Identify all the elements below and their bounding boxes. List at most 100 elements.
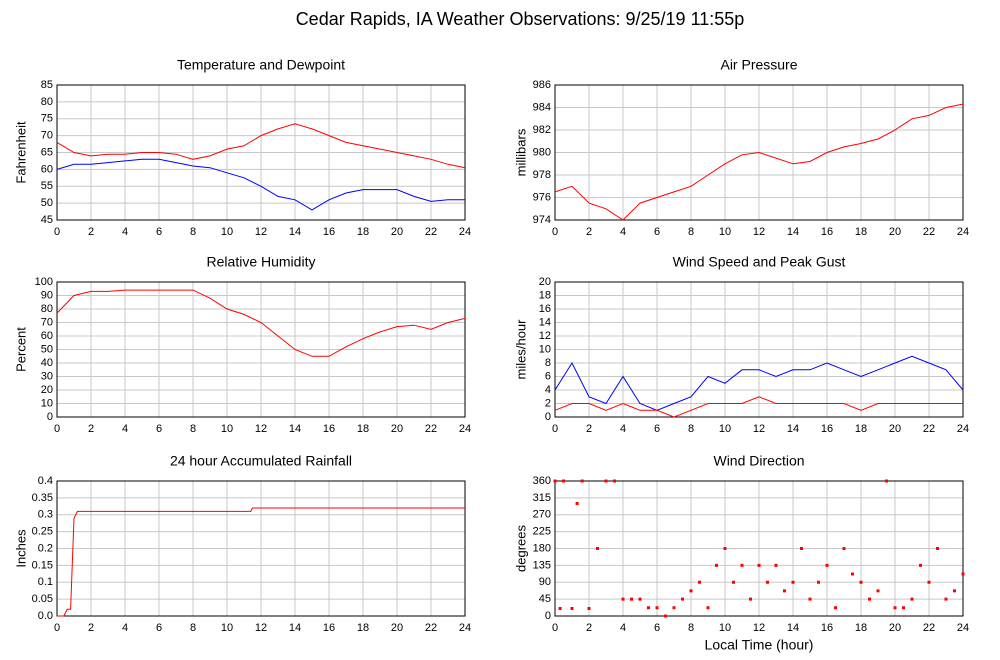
data-point xyxy=(698,580,701,584)
plot-frame xyxy=(56,84,466,221)
y-tick-label: 90 xyxy=(539,576,551,588)
y-tick-label: 315 xyxy=(533,492,551,504)
y-axis-label: miles/hour xyxy=(513,319,528,380)
x-tick-label: 18 xyxy=(855,226,867,238)
data-line xyxy=(554,103,964,221)
data-point xyxy=(808,597,812,601)
x-tick-label: 14 xyxy=(289,226,301,238)
x-tick-label: 10 xyxy=(221,226,233,238)
y-tick-label: 100 xyxy=(35,276,53,288)
data-point xyxy=(575,502,579,505)
x-tick-label: 10 xyxy=(719,622,731,634)
x-tick-label: 8 xyxy=(688,423,694,435)
x-tick-label: 24 xyxy=(957,622,969,634)
y-tick-label: 10 xyxy=(539,343,551,355)
x-tick-label: 0 xyxy=(552,423,558,435)
data-point xyxy=(681,597,684,601)
x-tick-label: 24 xyxy=(459,423,471,435)
x-tick-label: 10 xyxy=(719,226,731,238)
y-tick-label: 135 xyxy=(533,559,551,571)
x-tick-label: 22 xyxy=(425,423,437,435)
x-tick-label: 12 xyxy=(255,423,267,435)
x-tick-label: 2 xyxy=(586,423,592,435)
data-point xyxy=(570,607,574,610)
x-tick-label: 16 xyxy=(821,226,833,238)
x-tick-label: 8 xyxy=(190,226,196,238)
y-tick-label: 12 xyxy=(539,330,551,342)
x-tick-label: 6 xyxy=(654,226,660,238)
y-tick-label: 16 xyxy=(539,303,551,315)
page-title: Cedar Rapids, IA Weather Observations: 9… xyxy=(296,9,745,29)
y-tick-label: 225 xyxy=(533,526,551,538)
x-tick-label: 20 xyxy=(889,423,901,435)
y-tick-label: 90 xyxy=(41,289,53,301)
y-tick-label: 2 xyxy=(545,397,551,409)
data-point xyxy=(604,479,608,483)
data-point xyxy=(944,597,948,601)
x-tick-label: 8 xyxy=(190,622,196,634)
y-axis-label: millibars xyxy=(513,128,528,176)
y-tick-label: 8 xyxy=(545,357,551,369)
data-point xyxy=(885,479,888,483)
data-point xyxy=(630,597,633,601)
y-tick-label: 10 xyxy=(41,397,53,409)
data-point xyxy=(817,580,820,584)
chart-title: 24 hour Accumulated Rainfall xyxy=(170,453,352,469)
x-tick-label: 20 xyxy=(889,226,901,238)
data-point xyxy=(621,597,625,601)
x-tick-label: 4 xyxy=(620,226,626,238)
data-line xyxy=(56,289,466,357)
y-tick-label: 982 xyxy=(533,124,551,136)
x-tick-label: 4 xyxy=(620,622,626,634)
x-tick-label: 16 xyxy=(323,226,335,238)
data-point xyxy=(868,597,871,601)
data-point xyxy=(749,597,752,601)
y-tick-label: 14 xyxy=(539,316,551,328)
y-tick-label: 60 xyxy=(41,163,53,175)
data-point xyxy=(893,606,897,610)
data-point xyxy=(596,547,599,550)
x-tick-label: 22 xyxy=(923,622,935,634)
x-tick-label: 24 xyxy=(459,226,471,238)
data-point xyxy=(732,580,735,584)
y-axis-label: Inches xyxy=(13,529,28,568)
x-tick-label: 18 xyxy=(855,622,867,634)
x-tick-label: 20 xyxy=(889,622,901,634)
data-point xyxy=(919,563,922,567)
y-tick-label: 20 xyxy=(539,276,551,288)
chart-title: Wind Direction xyxy=(713,453,804,469)
chart-title: Wind Speed and Peak Gust xyxy=(673,254,846,270)
y-tick-label: 85 xyxy=(41,79,53,91)
data-point xyxy=(553,479,557,483)
x-tick-label: 6 xyxy=(156,423,162,435)
chart-title: Air Pressure xyxy=(720,57,797,73)
x-tick-label: 12 xyxy=(753,622,765,634)
y-tick-label: 20 xyxy=(41,384,53,396)
x-tick-label: 2 xyxy=(88,423,94,435)
y-tick-label: 0.15 xyxy=(32,559,53,571)
x-tick-label: 6 xyxy=(654,622,660,634)
x-tick-label: 18 xyxy=(855,423,867,435)
y-tick-label: 0.05 xyxy=(32,593,53,605)
x-tick-label: 20 xyxy=(391,423,403,435)
x-tick-label: 10 xyxy=(719,423,731,435)
x-tick-label: 12 xyxy=(753,423,765,435)
y-tick-label: 360 xyxy=(533,475,551,487)
chart-title: Temperature and Dewpoint xyxy=(177,57,345,73)
x-tick-label: 12 xyxy=(255,226,267,238)
data-point xyxy=(723,547,727,550)
y-tick-label: 976 xyxy=(533,191,551,203)
x-tick-label: 6 xyxy=(654,423,660,435)
x-tick-label: 16 xyxy=(323,423,335,435)
x-tick-label: 6 xyxy=(156,226,162,238)
x-tick-label: 14 xyxy=(289,423,301,435)
x-tick-label: 0 xyxy=(54,622,60,634)
y-tick-label: 180 xyxy=(533,542,551,554)
x-tick-label: 22 xyxy=(923,226,935,238)
data-point xyxy=(647,606,650,610)
y-tick-label: 270 xyxy=(533,509,551,521)
x-tick-label: 22 xyxy=(425,622,437,634)
y-tick-label: 65 xyxy=(41,146,53,158)
y-tick-label: 974 xyxy=(533,214,551,226)
